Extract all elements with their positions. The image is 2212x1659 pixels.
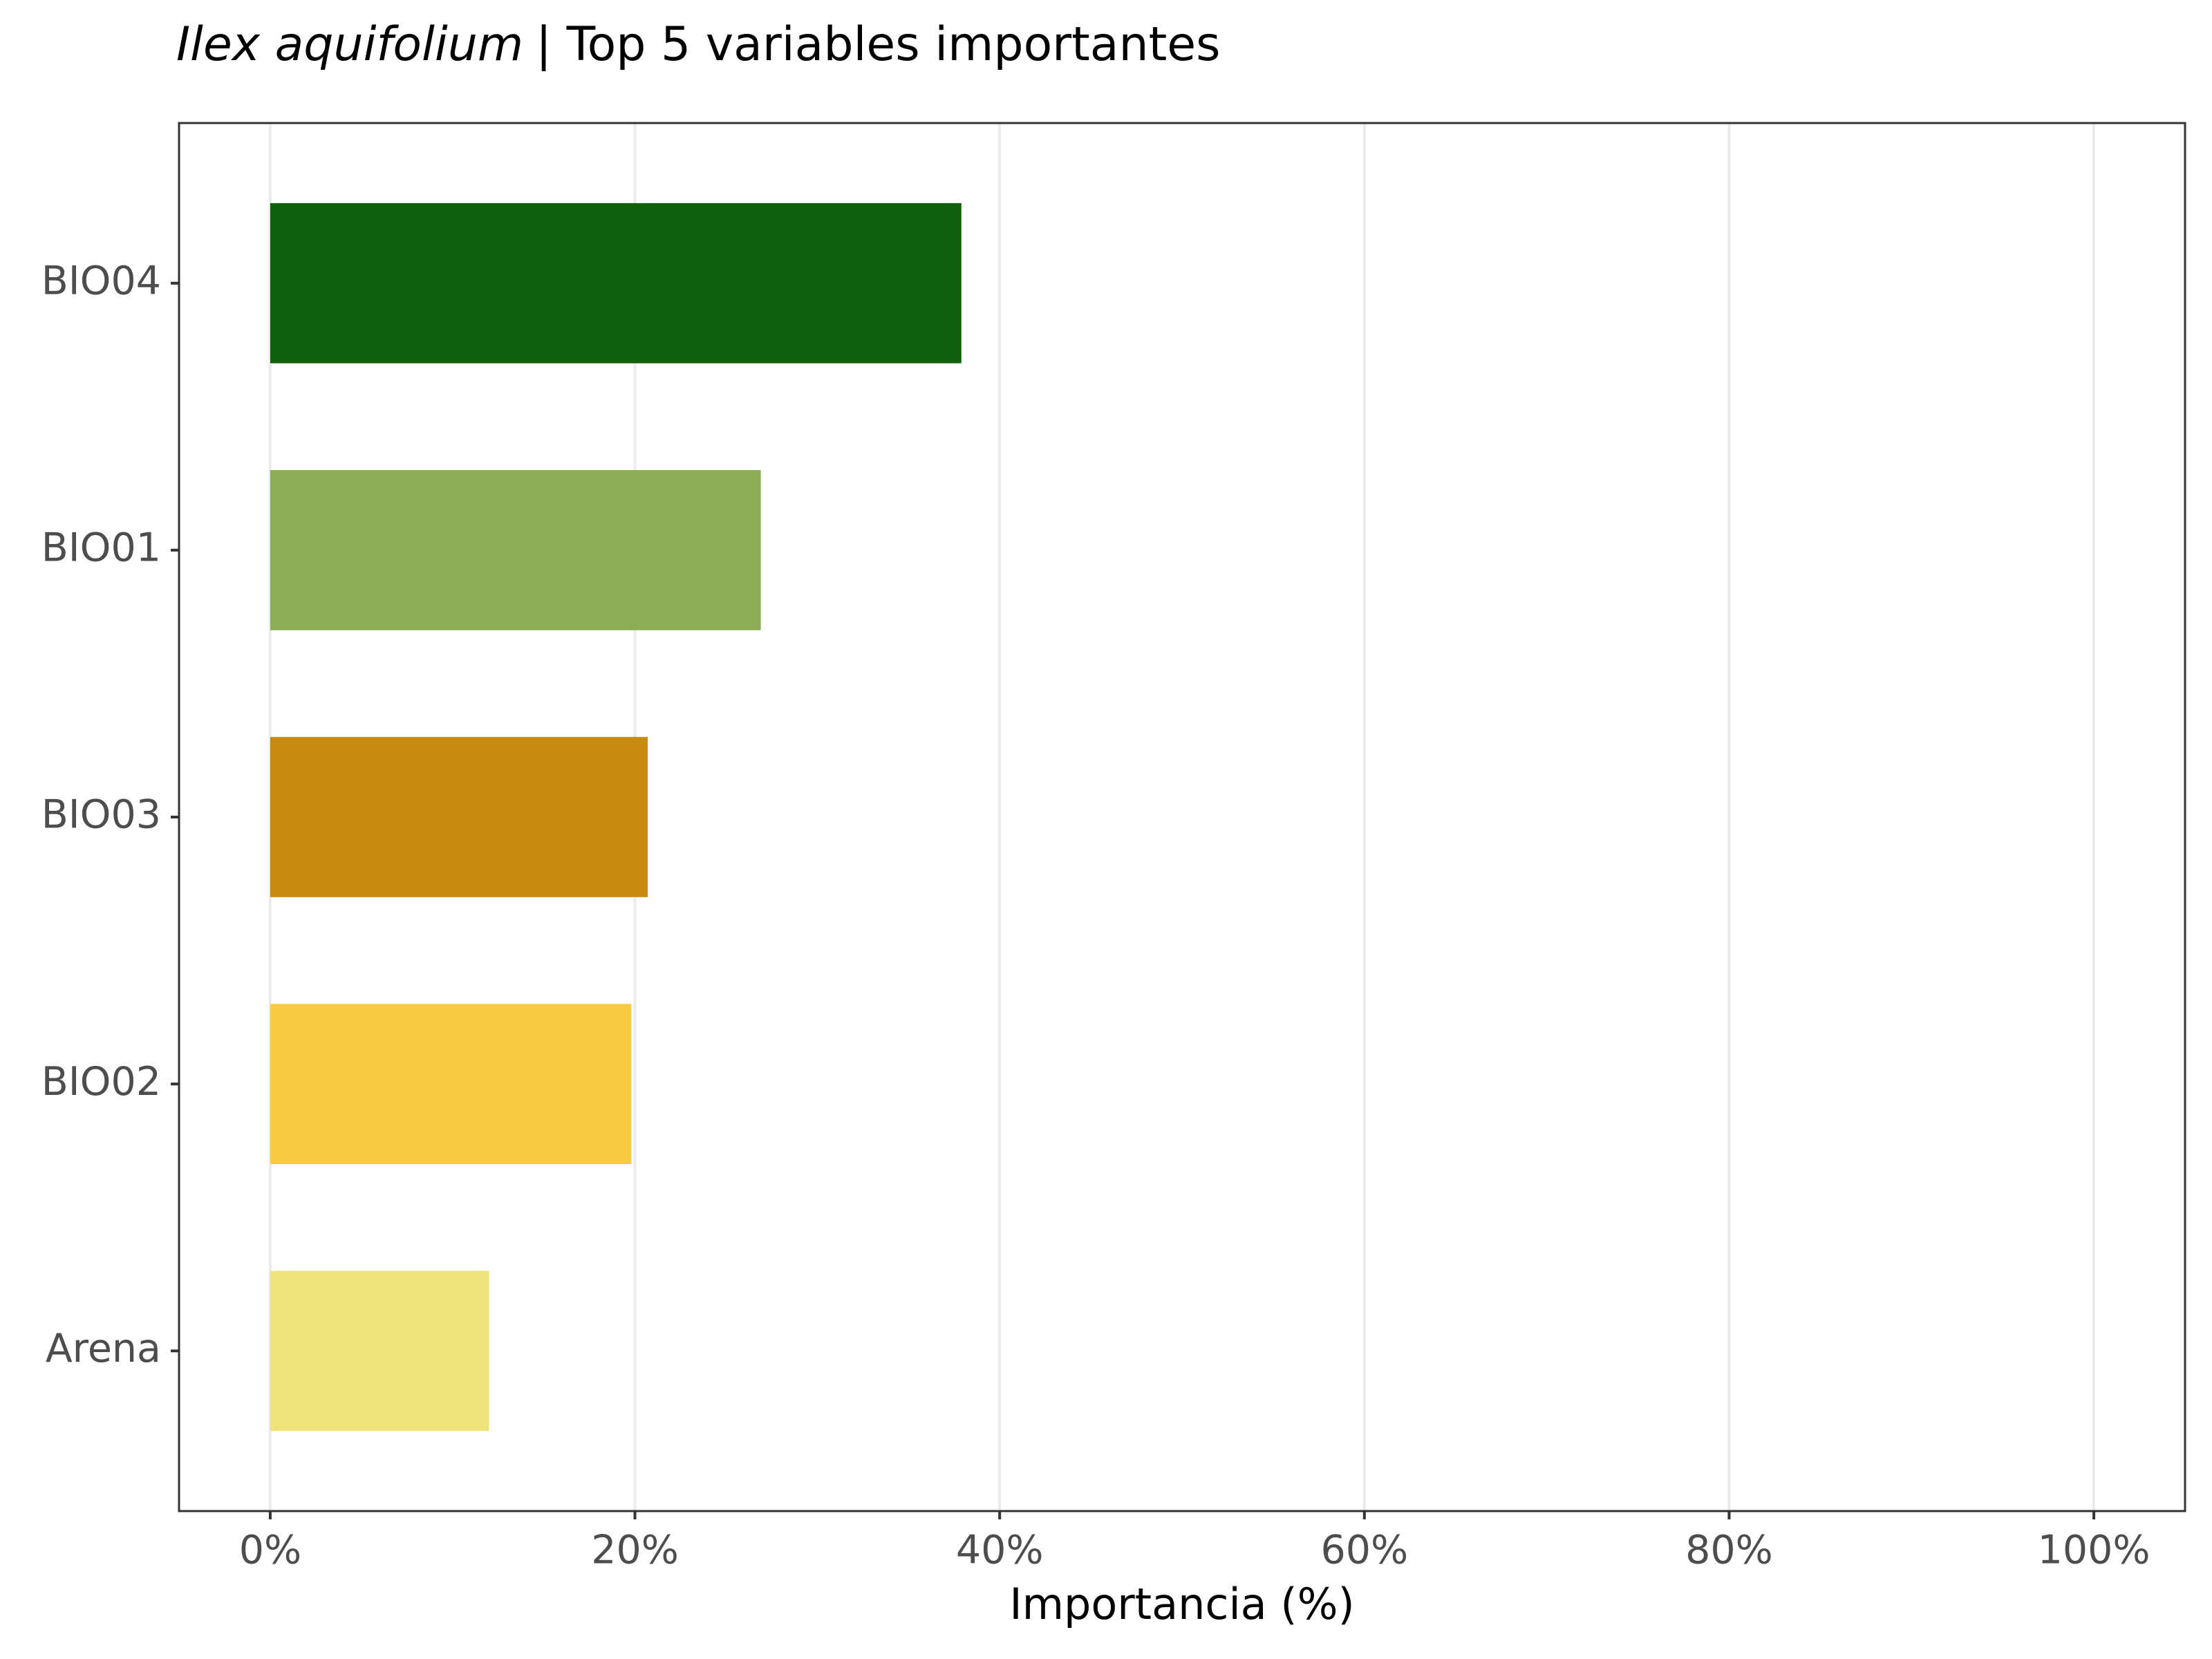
x-tick-label: 0% xyxy=(239,1528,301,1573)
x-tick-label: 40% xyxy=(956,1528,1044,1573)
y-tick-label: BIO01 xyxy=(41,525,161,570)
title-species: Ilex aquifolium xyxy=(176,17,523,72)
bar xyxy=(270,470,761,630)
bar xyxy=(270,1271,489,1432)
bar xyxy=(270,203,962,364)
y-tick-label: BIO02 xyxy=(41,1059,161,1105)
title-text: | Top 5 variables importantes xyxy=(536,17,1220,72)
chart-title: Ilex aquifolium | Top 5 variables importa… xyxy=(176,17,1221,72)
x-axis-title: Importancia (%) xyxy=(1009,1579,1354,1629)
panel-border xyxy=(178,122,2186,1512)
x-tick-label: 80% xyxy=(1685,1528,1773,1573)
x-tick-label: 20% xyxy=(591,1528,679,1573)
x-tick-label: 100% xyxy=(2038,1528,2150,1573)
bar xyxy=(270,1004,632,1164)
y-tick-label: Arena xyxy=(46,1326,161,1371)
bar xyxy=(270,737,648,897)
x-tick-label: 60% xyxy=(1320,1528,1408,1573)
y-tick-label: BIO04 xyxy=(41,258,161,303)
y-tick-label: BIO03 xyxy=(41,792,161,838)
